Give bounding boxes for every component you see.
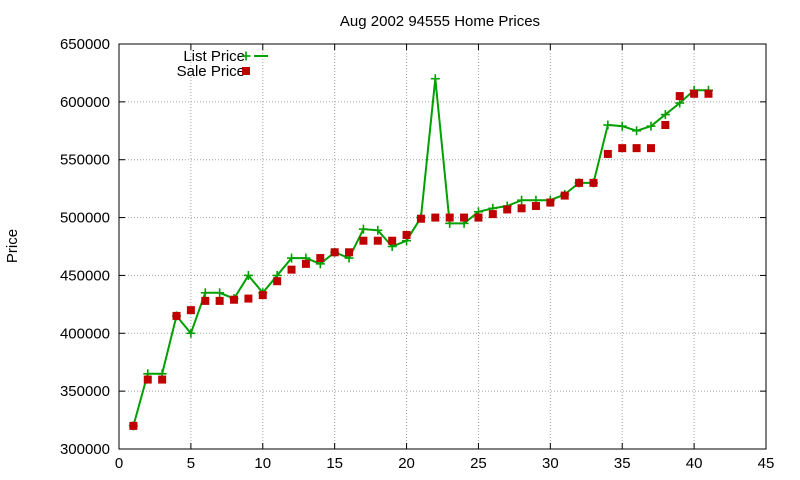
data-point-marker <box>316 254 325 263</box>
plot-frame <box>118 43 767 450</box>
y-tick-label: 600000 <box>60 94 110 111</box>
data-point-marker <box>244 294 253 303</box>
data-point-marker <box>172 311 181 320</box>
data-point-marker <box>632 144 641 153</box>
y-tick-label: 500000 <box>60 210 110 227</box>
data-point-marker <box>690 89 699 98</box>
data-point-marker <box>546 198 555 207</box>
data-point-marker <box>575 178 584 187</box>
data-point-marker <box>186 306 195 315</box>
data-point-marker <box>503 205 512 214</box>
x-tick-label: 20 <box>398 455 415 472</box>
data-point-marker <box>201 296 210 305</box>
data-point-marker <box>301 259 310 268</box>
data-point-marker <box>675 92 684 101</box>
data-point-marker <box>531 202 540 210</box>
data-point-marker <box>646 144 655 153</box>
data-point-marker <box>474 213 483 222</box>
tick-labels: 0 5 10 15 20 25 30 35 40 45 300000 350000 400000 4500… <box>60 36 774 472</box>
x-tick-label: 25 <box>470 455 487 472</box>
data-point-marker <box>661 121 670 129</box>
y-tick-label: 400000 <box>60 325 110 342</box>
y-tick-label: 650000 <box>60 36 110 53</box>
x-tick-label: 0 <box>115 455 123 472</box>
x-tick-label: 5 <box>187 455 195 472</box>
data-point-marker <box>445 213 454 222</box>
y-tick-label: 350000 <box>60 383 110 400</box>
data-point-marker <box>359 236 368 245</box>
data-point-marker <box>143 375 152 384</box>
series-sale-price <box>129 89 713 430</box>
axes <box>118 43 767 450</box>
chart-title: Aug 2002 94555 Home Prices <box>340 13 540 30</box>
y-tick-label: 550000 <box>60 152 110 169</box>
data-point-marker <box>517 204 526 213</box>
data-point-marker <box>618 144 627 153</box>
data-point-marker <box>460 213 469 222</box>
legend-label: List Price <box>183 48 245 65</box>
data-point-marker <box>603 149 612 158</box>
data-point-marker <box>215 296 224 305</box>
data-point-marker <box>330 248 339 257</box>
data-point-marker <box>416 214 425 223</box>
x-tick-label: 40 <box>686 455 703 472</box>
x-tick-label: 45 <box>758 455 775 472</box>
legend-marker <box>242 67 250 75</box>
series-layer <box>128 74 713 431</box>
data-point-marker <box>402 230 411 239</box>
data-point-marker <box>488 210 497 219</box>
data-point-marker <box>273 277 282 286</box>
legend-label: Sale Price <box>177 63 245 80</box>
data-point-marker <box>345 248 354 257</box>
data-point-marker <box>258 291 267 300</box>
x-tick-label: 30 <box>542 455 559 472</box>
data-point-marker <box>287 265 296 274</box>
data-point-marker <box>230 295 239 304</box>
y-tick-label: 450000 <box>60 267 110 284</box>
data-point-marker <box>129 421 138 430</box>
x-tick-label: 35 <box>614 455 631 472</box>
x-tick-label: 10 <box>254 455 271 472</box>
data-point-marker <box>704 89 713 98</box>
y-tick-label: 300000 <box>60 441 110 458</box>
x-tick-label: 15 <box>326 455 343 472</box>
data-point-marker <box>373 236 382 245</box>
data-point-marker <box>560 191 569 200</box>
data-point-marker <box>388 236 397 245</box>
y-axis-label: Price <box>4 229 21 263</box>
data-point-marker <box>589 178 598 187</box>
data-point-marker <box>158 375 167 384</box>
data-point-marker <box>431 213 440 222</box>
